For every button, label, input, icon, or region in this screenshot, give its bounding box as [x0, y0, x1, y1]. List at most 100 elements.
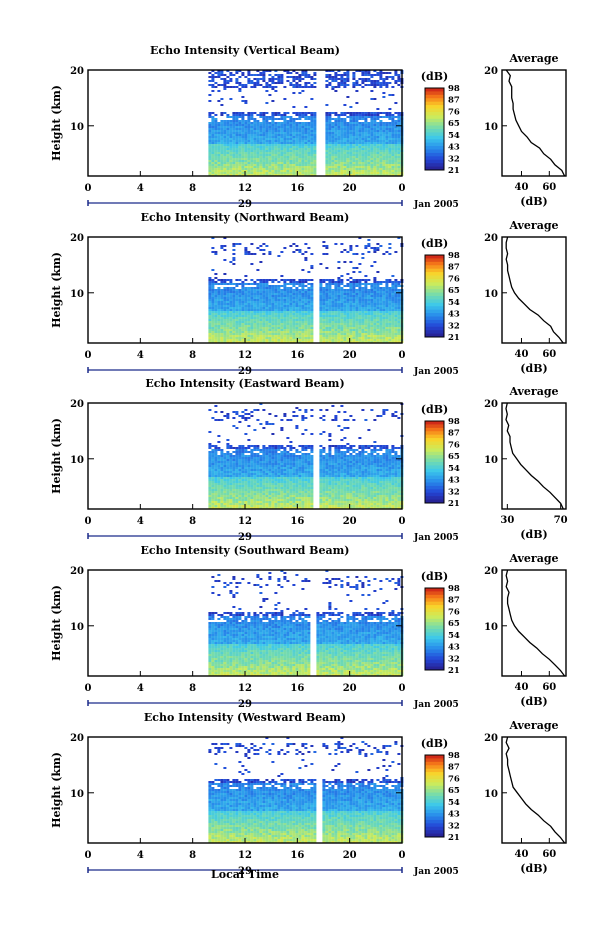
heatmap-cell [211, 84, 215, 86]
heatmap-cell [379, 128, 383, 130]
heatmap-cell [223, 325, 227, 327]
heatmap-cell [259, 323, 263, 325]
heatmap-cell [376, 457, 380, 459]
heatmap-cell [271, 325, 275, 327]
heatmap-cell [334, 114, 338, 116]
heatmap-cell [295, 146, 299, 148]
heatmap-cell [334, 289, 338, 291]
heatmap-cell [328, 118, 332, 120]
heatmap-cell [298, 293, 302, 295]
heatmap-cell [292, 118, 296, 120]
heatmap-cell [343, 301, 347, 303]
heatmap-cell [289, 150, 293, 152]
heatmap-cell [397, 118, 401, 120]
day-label: 29 [238, 199, 252, 210]
heatmap-cell [247, 164, 251, 166]
heatmap-cell [397, 142, 401, 144]
heatmap-cell [256, 74, 260, 76]
heatmap-cell [229, 335, 233, 337]
heatmap-cell [292, 311, 296, 313]
heatmap-cell [397, 337, 401, 339]
heatmap-cell [304, 457, 308, 459]
heatmap-cell [277, 158, 281, 160]
heatmap-cell [220, 329, 224, 331]
heatmap-cell [391, 138, 395, 140]
heatmap-cell [367, 251, 371, 253]
heatmap-cell [295, 415, 299, 417]
heatmap-cell [256, 122, 260, 124]
heatmap-cell [301, 419, 305, 421]
heatmap-cell [352, 120, 356, 122]
heatmap-cell [280, 146, 284, 148]
heatmap-cell [217, 160, 221, 162]
heatmap-cell [391, 323, 395, 325]
heatmap-cell [391, 172, 395, 174]
heatmap-cell [388, 150, 392, 152]
heatmap-cell [289, 134, 293, 136]
heatmap-cell [232, 245, 236, 247]
heatmap-cell [241, 415, 245, 417]
heatmap-cell [364, 447, 368, 449]
heatmap-cell [256, 142, 260, 144]
heatmap-cell [295, 134, 299, 136]
heatmap-cell [385, 82, 389, 84]
heatmap-cell [388, 158, 392, 160]
heatmap-cell [271, 311, 275, 313]
heatmap-cell [346, 279, 350, 281]
heatmap-cell [262, 118, 266, 120]
heatmap-cell [259, 156, 263, 158]
heatmap-cell [208, 112, 212, 114]
heatmap-cell [385, 335, 389, 337]
heatmap-cell [220, 130, 224, 132]
heatmap-cell [262, 455, 266, 457]
heatmap-cell [331, 341, 335, 343]
heatmap-cell [274, 122, 278, 124]
heatmap-cell [373, 112, 377, 114]
heatmap-cell [286, 152, 290, 154]
heatmap-cell [346, 156, 350, 158]
heatmap-cell [289, 154, 293, 156]
heatmap-cell [277, 160, 281, 162]
heatmap-cell [250, 172, 254, 174]
heatmap-cell [328, 303, 332, 305]
heatmap-cell [319, 321, 323, 323]
heatmap-cell [292, 303, 296, 305]
heatmap-cell [397, 134, 401, 136]
heatmap-cell [286, 130, 290, 132]
heatmap-cell [301, 150, 305, 152]
x-tick-label: 8 [189, 183, 196, 194]
heatmap-cell [325, 140, 329, 142]
heatmap-cell [217, 142, 221, 144]
heatmap-cell [226, 451, 230, 453]
heatmap-cell [271, 305, 275, 307]
heatmap-cell [274, 140, 278, 142]
heatmap-cell [214, 411, 218, 413]
heatmap-cell [340, 453, 344, 455]
heatmap-cell [244, 126, 248, 128]
heatmap-cell [346, 162, 350, 164]
heatmap-cell [226, 70, 230, 72]
heatmap-cell [382, 315, 386, 317]
heatmap-cell [271, 82, 275, 84]
heatmap-cell [286, 166, 290, 168]
heatmap-cell [382, 126, 386, 128]
heatmap-cell [223, 128, 227, 130]
heatmap-cell [226, 150, 230, 152]
heatmap-cell [286, 303, 290, 305]
heatmap-cell [235, 160, 239, 162]
heatmap-cell [244, 451, 248, 453]
heatmap-cell [262, 447, 266, 449]
heatmap-cell [310, 295, 314, 297]
heatmap-cell [370, 323, 374, 325]
average-x-tick-label: 40 [515, 182, 529, 193]
heatmap-cell [241, 74, 245, 76]
heatmap-cell [331, 122, 335, 124]
heatmap-cell [265, 309, 269, 311]
heatmap-cell [271, 457, 275, 459]
heatmap-cell [292, 148, 296, 150]
heatmap-cell [214, 303, 218, 305]
heatmap-cell [226, 291, 230, 293]
heatmap-cell [250, 168, 254, 170]
heatmap-cell [382, 92, 386, 94]
heatmap-cell [235, 327, 239, 329]
